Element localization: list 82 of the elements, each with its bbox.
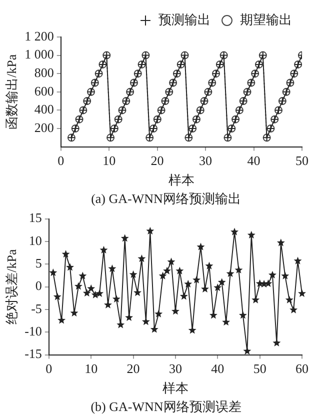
point (100, 246, 108, 254)
point (276, 238, 285, 246)
x-axis-title: 样本 (162, 380, 188, 396)
x-tick-label: 0 (58, 153, 64, 168)
y-tick-label: 400 (34, 102, 54, 117)
x-tick-label: 10 (102, 153, 116, 168)
point (290, 306, 298, 314)
point (226, 269, 234, 278)
point (268, 270, 276, 278)
point (87, 284, 96, 292)
legend-label: 期望输出 (240, 12, 292, 27)
y-tick-label: 800 (34, 65, 54, 80)
x-tick-label: 40 (247, 153, 260, 168)
y-axis-title: 绝对误差/kPa (4, 249, 20, 324)
point (66, 263, 74, 271)
y-axis-title: 函数输出/kPa (4, 54, 20, 130)
x-tick-label: 20 (126, 361, 140, 376)
y-tick-label: 5 (35, 256, 42, 271)
point (205, 262, 214, 270)
point (238, 311, 247, 319)
point (96, 289, 104, 297)
point (214, 284, 222, 292)
point (218, 278, 226, 286)
point (180, 292, 188, 300)
point (176, 266, 184, 274)
point (294, 256, 302, 264)
y-tick-label: 1 000 (24, 46, 54, 62)
point (196, 242, 205, 250)
point (264, 279, 272, 288)
point (200, 284, 209, 292)
point (163, 266, 172, 274)
x-tick-label: 40 (211, 361, 224, 376)
point (285, 296, 294, 304)
x-tick-label: 10 (84, 361, 98, 376)
point (247, 230, 256, 239)
point (108, 264, 116, 272)
y-tick-label: 600 (34, 83, 54, 98)
text: (a) GA-WNN网络预测输出 (90, 190, 242, 208)
y-tick-label: -10 (24, 324, 42, 339)
x-tick-label: 60 (296, 361, 308, 376)
point (167, 258, 176, 266)
legend-label: 预测输出 (158, 12, 210, 27)
point (120, 234, 129, 242)
y-tick-label: 10 (28, 232, 42, 248)
x-axis-title: 样本 (168, 172, 194, 188)
point (134, 288, 142, 296)
point (146, 226, 154, 234)
point (138, 254, 146, 262)
point (234, 266, 243, 274)
point (150, 325, 158, 333)
y-tick-label: 1 200 (24, 28, 54, 44)
point (74, 282, 82, 290)
point (142, 318, 150, 326)
point (129, 270, 138, 278)
point (184, 280, 192, 288)
point (53, 292, 62, 300)
x-tick-label: 50 (253, 361, 266, 376)
y-tick-label: 200 (34, 120, 54, 135)
point (82, 288, 91, 297)
point (154, 310, 163, 318)
point (78, 272, 87, 280)
point (49, 268, 58, 276)
y-tick-label: -5 (31, 300, 42, 316)
point (112, 294, 120, 302)
point (158, 272, 167, 280)
point (192, 276, 201, 284)
point (252, 296, 260, 304)
y-tick-label: -15 (24, 346, 42, 362)
y-tick-label: 0 (35, 278, 42, 294)
x-tick-label: 30 (199, 153, 212, 168)
point (188, 326, 196, 334)
point (272, 338, 281, 346)
point (62, 250, 70, 258)
point (230, 228, 239, 236)
point (116, 320, 125, 328)
y-tick-label: 15 (28, 210, 42, 226)
point (281, 272, 290, 280)
text: (b) GA-WNN网络预测误差 (90, 398, 242, 416)
x-tick-label: 20 (150, 153, 164, 168)
x-tick-label: 50 (296, 153, 308, 168)
point (298, 289, 306, 297)
x-tick-label: 30 (168, 361, 182, 376)
